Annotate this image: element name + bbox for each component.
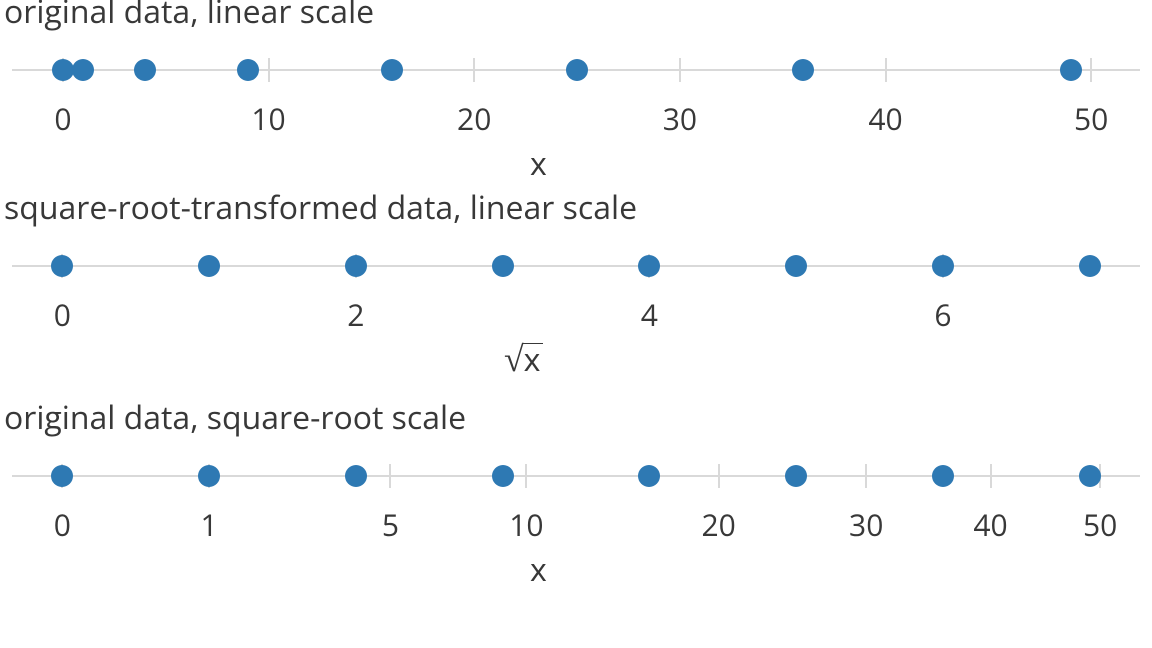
tick <box>389 464 391 488</box>
data-point <box>638 255 660 277</box>
data-point <box>237 59 259 81</box>
data-point <box>492 465 514 487</box>
data-point <box>492 255 514 277</box>
tick <box>1090 58 1092 82</box>
data-point <box>345 255 367 277</box>
data-point <box>932 255 954 277</box>
tick-label: 30 <box>663 98 697 139</box>
tick <box>718 464 720 488</box>
tick-label: 30 <box>849 504 883 545</box>
tick-label: 0 <box>54 294 71 335</box>
data-point <box>1079 465 1101 487</box>
tick <box>525 464 527 488</box>
panel-title: square-root-transformed data, linear sca… <box>4 186 637 229</box>
data-point <box>51 465 73 487</box>
axis-title-1: x <box>530 142 547 185</box>
tick-label: 50 <box>1083 504 1117 545</box>
tick-label: 5 <box>382 504 399 545</box>
tick <box>885 58 887 82</box>
tick-label: 10 <box>509 504 543 545</box>
axis-title-text: x <box>522 343 544 376</box>
axis-line <box>12 265 1140 267</box>
tick-label: 50 <box>1074 98 1108 139</box>
data-point <box>785 465 807 487</box>
data-point <box>381 59 403 81</box>
tick-label: 4 <box>641 294 658 335</box>
tick <box>473 58 475 82</box>
data-point <box>72 59 94 81</box>
data-point <box>1060 59 1082 81</box>
chart-container: original data, linear scale 01020304050 … <box>0 0 1152 648</box>
data-point <box>345 465 367 487</box>
tick-label: 10 <box>251 98 285 139</box>
axis-title-3: x <box>530 548 547 591</box>
tick-label: 20 <box>457 98 491 139</box>
tick-label: 0 <box>54 98 71 139</box>
tick <box>865 464 867 488</box>
axis-title-text: x <box>530 548 547 591</box>
axis-title-text: x <box>530 142 547 185</box>
panel-title: original data, square-root scale <box>4 396 466 439</box>
tick-label: 20 <box>702 504 736 545</box>
tick <box>990 464 992 488</box>
axis-title-2: √ x <box>504 338 543 381</box>
data-point <box>566 59 588 81</box>
tick <box>679 58 681 82</box>
tick-label: 6 <box>934 294 951 335</box>
data-point <box>51 255 73 277</box>
data-point <box>638 465 660 487</box>
data-point <box>198 465 220 487</box>
tick-label: 1 <box>200 504 217 545</box>
data-point <box>134 59 156 81</box>
data-point <box>792 59 814 81</box>
panel-title: original data, linear scale <box>4 0 374 33</box>
data-point <box>932 465 954 487</box>
axis-line <box>12 475 1140 477</box>
tick-label: 0 <box>54 504 71 545</box>
data-point <box>52 59 74 81</box>
tick-label: 40 <box>868 98 902 139</box>
tick <box>268 58 270 82</box>
tick-label: 2 <box>347 294 364 335</box>
data-point <box>198 255 220 277</box>
data-point <box>1079 255 1101 277</box>
tick-label: 40 <box>973 504 1007 545</box>
sqrt-x-label: √ x <box>504 342 543 378</box>
data-point <box>785 255 807 277</box>
